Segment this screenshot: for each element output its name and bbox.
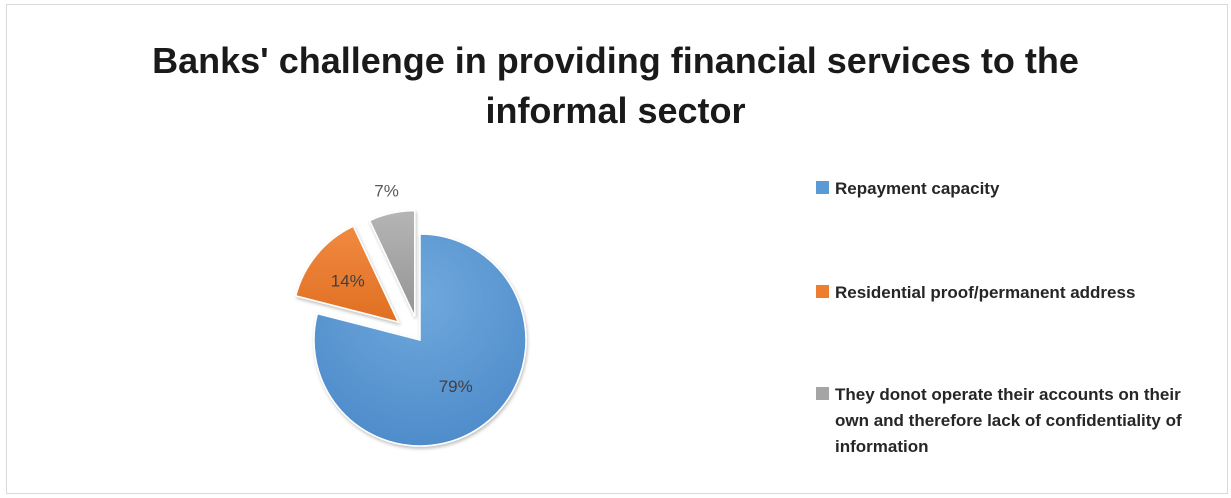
legend-item-repayment-capacity: Repayment capacity bbox=[816, 176, 1215, 202]
legend-swatch-blue bbox=[816, 181, 829, 194]
data-label: 14% bbox=[331, 271, 365, 290]
pie-slice-confidentiality bbox=[368, 209, 416, 317]
legend-label: Residential proof/permanent address bbox=[835, 283, 1136, 302]
legend-swatch-orange bbox=[816, 285, 829, 298]
data-label: 7% bbox=[374, 181, 399, 200]
chart-title: Banks' challenge in providing financial … bbox=[0, 36, 1231, 136]
pie-slice-repayment-capacity bbox=[313, 233, 527, 447]
legend-item-confidentiality: They donot operate their accounts on the… bbox=[816, 382, 1215, 460]
legend-swatch-gray bbox=[816, 387, 829, 400]
data-label: 79% bbox=[439, 377, 473, 396]
pie-slice-residential-proof bbox=[294, 225, 400, 324]
chart-area bbox=[6, 4, 1228, 494]
legend-item-residential-proof: Residential proof/permanent address bbox=[816, 280, 1215, 306]
chart-title-line-1: Banks' challenge in providing financial … bbox=[152, 40, 1079, 81]
chart-title-line-2: informal sector bbox=[485, 90, 746, 131]
legend-label: They donot operate their accounts on the… bbox=[835, 385, 1182, 456]
legend-label: Repayment capacity bbox=[835, 179, 1000, 198]
